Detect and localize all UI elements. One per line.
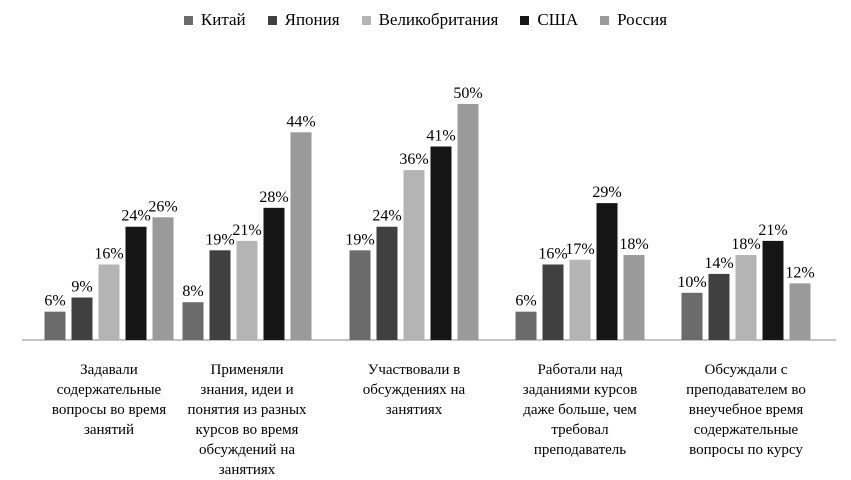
- bar: [789, 283, 811, 340]
- legend-label: Япония: [284, 10, 340, 29]
- legend-swatch: [361, 15, 371, 25]
- bar: [209, 250, 231, 340]
- category-label-line: обсуждениях на: [362, 382, 466, 398]
- data-label: 14%: [704, 255, 733, 272]
- data-label: 36%: [399, 151, 428, 168]
- data-label: 44%: [286, 113, 315, 130]
- bar: [182, 302, 204, 340]
- category-label-line: заданиями курсов: [522, 382, 638, 398]
- bar: [44, 311, 66, 340]
- legend-item: Китай: [183, 10, 246, 30]
- category-label: Обсуждали с преподавателем во внеучебное в…: [670, 360, 822, 460]
- bar: [98, 264, 120, 340]
- bar: [708, 273, 730, 340]
- data-label: 21%: [758, 222, 787, 239]
- category-label-line: занятиях: [218, 462, 276, 478]
- data-label: 29%: [592, 184, 621, 201]
- data-label: 6%: [515, 293, 536, 310]
- bar: [263, 207, 285, 340]
- category-label-line: внеучебное время: [688, 402, 804, 418]
- data-label: 16%: [538, 245, 567, 262]
- data-label: 26%: [148, 198, 177, 215]
- bar: [71, 297, 93, 340]
- legend-swatch: [520, 15, 530, 25]
- data-label: 18%: [731, 236, 760, 253]
- category-label-line: занятиях: [385, 402, 443, 418]
- category-label-line: занятий: [83, 422, 135, 438]
- category-label-line: вопросы по курсу: [689, 442, 803, 458]
- data-label: 10%: [677, 274, 706, 291]
- data-label: 16%: [94, 245, 123, 262]
- bar: [542, 264, 564, 340]
- data-label: 9%: [71, 279, 92, 296]
- legend-label: Россия: [617, 10, 668, 29]
- bar: [290, 132, 312, 340]
- category-label-line: Применяли: [210, 362, 284, 378]
- category-label-line: содержательные: [56, 382, 162, 398]
- legend-label: Китай: [200, 10, 246, 29]
- bar: [125, 226, 147, 340]
- category-label-line: содержательные: [693, 422, 799, 438]
- legend-swatch: [267, 15, 277, 25]
- data-label: 21%: [232, 222, 261, 239]
- category-label-line: Задавали: [80, 362, 138, 378]
- bar: [623, 255, 645, 340]
- category-label-line: курсов во время: [195, 422, 299, 438]
- data-label: 24%: [121, 208, 150, 225]
- data-label: 41%: [426, 127, 455, 144]
- bar: [515, 311, 537, 340]
- legend-swatch: [183, 15, 193, 25]
- data-label: 18%: [619, 236, 648, 253]
- category-label-line: даже больше, чем: [523, 402, 637, 418]
- bar: [430, 146, 452, 340]
- data-label: 19%: [205, 231, 234, 248]
- bar: [596, 203, 618, 340]
- legend-item: США: [520, 10, 578, 30]
- bar: [236, 240, 258, 340]
- category-label: Участвовали в обсуждениях на занятиях: [338, 360, 490, 420]
- category-label-line: преподавателем во: [686, 382, 806, 398]
- data-label: 28%: [259, 189, 288, 206]
- category-label-line: знания, идеи и: [200, 382, 294, 398]
- data-label: 24%: [372, 208, 401, 225]
- legend-item: Россия: [600, 10, 667, 30]
- category-label: Применяли знания, идеи и понятия из разных…: [171, 360, 323, 480]
- category-label: Задавали содержательные вопросы во время за…: [33, 360, 185, 440]
- category-label-line: Работали над: [537, 362, 623, 378]
- bar: [457, 104, 479, 340]
- category-label-line: требовал: [551, 422, 609, 438]
- data-label: 17%: [565, 241, 594, 258]
- legend-label: США: [537, 10, 579, 29]
- legend-item: Великобритания: [361, 10, 499, 30]
- data-label: 6%: [44, 293, 65, 310]
- category-label-line: вопросы во время: [51, 402, 167, 418]
- data-label: 19%: [345, 231, 374, 248]
- bar: [403, 170, 425, 340]
- bar: [681, 292, 703, 340]
- bar: [735, 255, 757, 340]
- data-label: 12%: [785, 264, 814, 281]
- category-label-line: Участвовали в: [367, 362, 461, 378]
- bar: [349, 250, 371, 340]
- category-label-line: обсуждений на: [198, 442, 296, 458]
- legend-swatch: [600, 15, 610, 25]
- data-label: 50%: [453, 85, 482, 102]
- category-label-line: преподаватель: [533, 442, 627, 458]
- legend: Китай Япония Великобритания США Россия: [0, 8, 851, 32]
- bar: [762, 240, 784, 340]
- bar: [376, 226, 398, 340]
- bar: [152, 217, 174, 340]
- legend-label: Великобритания: [378, 10, 499, 29]
- category-label-line: Обсуждали с: [704, 362, 788, 378]
- bar: [569, 259, 591, 340]
- category-label: Работали над заданиями курсов даже больше,…: [504, 360, 656, 460]
- category-label-line: понятия из разных: [187, 402, 307, 418]
- legend-item: Япония: [267, 10, 340, 30]
- data-label: 8%: [182, 283, 203, 300]
